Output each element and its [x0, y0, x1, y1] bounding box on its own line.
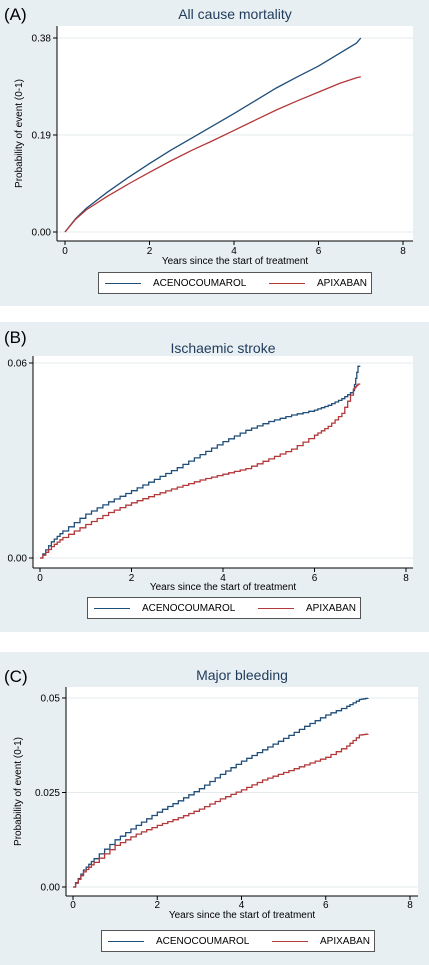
series-line-apixaban [64, 76, 361, 233]
legend: ACENOCOUMAROL APIXABAN [101, 930, 375, 952]
x-tick-label: 8 [400, 246, 406, 257]
chart-title: All cause mortality [178, 6, 292, 22]
y-tick-label: 0.00 [8, 554, 28, 565]
x-tick-label: 2 [129, 573, 135, 584]
legend-item-apixaban: APIXABAN [258, 598, 356, 618]
x-tick-label: 4 [231, 246, 237, 257]
legend-swatch-apixaban [272, 940, 308, 942]
legend-label-acenocoumarol: ACENOCOUMAROL [156, 935, 250, 947]
legend: ACENOCOUMAROL APIXABAN [98, 272, 372, 294]
y-tick-label: 0.19 [32, 131, 52, 142]
x-tick-label: 6 [323, 900, 329, 911]
legend-label-apixaban: APIXABAN [317, 277, 368, 289]
x-tick-label: 8 [407, 900, 413, 911]
chart-title: Ischaemic stroke [170, 340, 275, 356]
x-tick-label: 2 [154, 900, 160, 911]
legend-swatch-acenocoumarol [105, 282, 141, 284]
legend-label-acenocoumarol: ACENOCOUMAROL [153, 277, 247, 289]
x-axis-label: Years since the start of treatment [162, 256, 309, 267]
panel-label: (C) [4, 667, 28, 686]
legend: ACENOCOUMAROL APIXABAN [87, 597, 361, 619]
legend-label-acenocoumarol: ACENOCOUMAROL [142, 602, 236, 614]
x-tick-label: 4 [239, 900, 245, 911]
series-line-acenocoumarol [40, 365, 361, 559]
x-axis-label: Years since the start of treatment [150, 582, 297, 593]
y-axis-label: Probability of event (0-1) [13, 737, 24, 846]
y-tick-label: 0.025 [35, 788, 60, 799]
x-tick-label: 0 [62, 246, 68, 257]
y-tick-label: 0.05 [41, 694, 61, 705]
plot-area [57, 26, 413, 241]
chart-title: Major bleeding [196, 667, 288, 683]
legend-label-apixaban: APIXABAN [306, 602, 357, 614]
legend-item-acenocoumarol: ACENOCOUMAROL [105, 273, 246, 293]
x-tick-label: 4 [220, 573, 226, 584]
legend-swatch-apixaban [258, 607, 294, 609]
panel-label: (A) [4, 5, 27, 24]
major-bleeding-chart: Major bleeding 0 2 4 6 8 0.00 0.025 0.05 Years si… [13, 667, 418, 921]
legend-item-apixaban: APIXABAN [272, 931, 370, 951]
y-tick-label: 0.38 [32, 34, 52, 45]
panel-label: (B) [4, 328, 27, 347]
legend-label-apixaban: APIXABAN [320, 935, 371, 947]
series-line-acenocoumarol [73, 697, 369, 888]
y-tick-label: 0.00 [32, 228, 52, 239]
legend-swatch-apixaban [269, 282, 305, 284]
legend-item-acenocoumarol: ACENOCOUMAROL [94, 598, 235, 618]
x-tick-label: 8 [403, 573, 409, 584]
legend-item-apixaban: APIXABAN [269, 273, 367, 293]
ischaemic-stroke-chart: Ischaemic stroke 0 2 4 6 8 0.00 0.06 Years since… [8, 340, 413, 593]
x-axis-label: Years since the start of treatment [169, 910, 316, 921]
plot-area [33, 356, 413, 568]
panel-b: (B) Ischaemic stroke 0 2 4 6 8 0.00 0.06 Years s… [0, 322, 429, 632]
x-tick-label: 0 [37, 573, 43, 584]
legend-item-acenocoumarol: ACENOCOUMAROL [108, 931, 249, 951]
legend-swatch-acenocoumarol [108, 940, 144, 942]
y-tick-label: 0.06 [8, 359, 28, 370]
series-line-acenocoumarol [64, 37, 362, 233]
x-tick-label: 6 [312, 573, 318, 584]
panel-c: (C) Major bleeding 0 2 4 6 8 0.00 0.025 0.05 Year… [0, 652, 429, 965]
y-axis-label: Probability of event (0-1) [14, 79, 25, 188]
series-line-apixaban [73, 733, 369, 888]
x-tick-label: 0 [70, 900, 76, 911]
x-tick-label: 6 [316, 246, 322, 257]
legend-swatch-acenocoumarol [94, 607, 130, 609]
series-line-apixaban [40, 383, 361, 559]
x-tick-label: 2 [147, 246, 153, 257]
mortality-chart: All cause mortality 0 2 4 6 8 0.00 0.19 0.38 Year… [14, 6, 413, 267]
panel-a: (A) All cause mortality 0 2 4 6 8 0.00 0.19 0.38… [0, 0, 429, 306]
y-tick-label: 0.00 [41, 883, 61, 894]
